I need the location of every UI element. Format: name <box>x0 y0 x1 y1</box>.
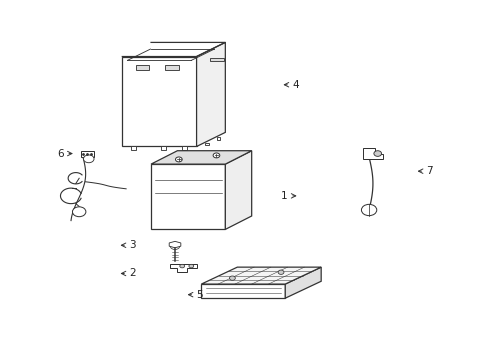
Circle shape <box>213 153 220 158</box>
Polygon shape <box>285 267 321 298</box>
Polygon shape <box>209 58 224 62</box>
Polygon shape <box>151 164 225 229</box>
Text: 6: 6 <box>57 149 64 158</box>
Bar <box>131 147 136 150</box>
Bar <box>205 143 208 145</box>
Text: 4: 4 <box>292 80 299 90</box>
Circle shape <box>373 151 381 156</box>
Circle shape <box>83 155 94 163</box>
Polygon shape <box>363 148 382 159</box>
Circle shape <box>188 264 193 268</box>
Polygon shape <box>201 284 285 298</box>
Polygon shape <box>169 241 181 248</box>
Circle shape <box>229 276 235 280</box>
Circle shape <box>175 157 182 162</box>
Polygon shape <box>122 57 196 147</box>
Bar <box>216 137 220 140</box>
Bar <box>182 147 186 150</box>
Circle shape <box>180 264 184 268</box>
Text: 3: 3 <box>129 240 136 250</box>
Circle shape <box>72 207 86 217</box>
Text: 7: 7 <box>426 166 432 176</box>
Circle shape <box>361 204 376 216</box>
Circle shape <box>170 242 180 249</box>
Polygon shape <box>201 267 321 284</box>
Polygon shape <box>135 65 149 70</box>
Polygon shape <box>170 264 196 273</box>
Bar <box>161 147 166 150</box>
Bar <box>81 151 94 157</box>
Polygon shape <box>151 151 251 164</box>
Polygon shape <box>196 42 225 147</box>
Circle shape <box>278 270 284 274</box>
Polygon shape <box>225 151 251 229</box>
Polygon shape <box>165 65 179 70</box>
Text: 2: 2 <box>129 269 136 279</box>
Text: 5: 5 <box>196 290 203 300</box>
Text: 1: 1 <box>281 191 287 201</box>
